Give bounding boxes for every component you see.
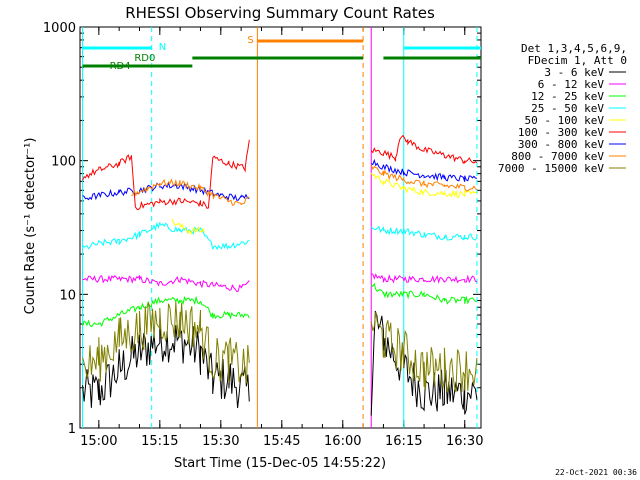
series-line bbox=[82, 318, 250, 409]
x-tick-label: 16:00 bbox=[324, 434, 361, 449]
x-tick-label: 15:45 bbox=[263, 434, 300, 449]
series-line bbox=[370, 172, 477, 198]
series-line bbox=[82, 295, 250, 328]
legend-label: 25 - 50 keV bbox=[531, 102, 604, 115]
timestamp: 22-Oct-2021 00:36 bbox=[555, 468, 637, 477]
series-line bbox=[370, 164, 478, 192]
series-line bbox=[371, 273, 478, 284]
series-6-12-kev bbox=[82, 273, 478, 293]
series-line bbox=[370, 310, 478, 416]
series-line bbox=[82, 139, 250, 211]
x-axis-label: Start Time (15-Dec-05 14:55:22) bbox=[174, 456, 386, 471]
legend-label: 50 - 100 keV bbox=[525, 114, 605, 127]
plot-frame bbox=[79, 26, 482, 429]
legend-label: 300 - 800 keV bbox=[518, 138, 604, 151]
legend-label: 7000 - 15000 keV bbox=[498, 162, 604, 175]
series-line bbox=[370, 311, 478, 393]
legend-label: 3 - 6 keV bbox=[544, 66, 604, 79]
series-line bbox=[171, 218, 205, 235]
series-12-25-kev bbox=[82, 282, 478, 328]
series-25-50-kev bbox=[82, 221, 478, 251]
series-7000-15000-kev bbox=[82, 301, 478, 393]
x-tick-label: 16:15 bbox=[385, 434, 422, 449]
y-tick-label: 100 bbox=[51, 155, 76, 170]
legend-label: 100 - 300 keV bbox=[518, 126, 604, 139]
legend-label: 6 - 12 keV bbox=[538, 78, 605, 91]
x-tick-label: 15:15 bbox=[141, 434, 178, 449]
x-tick-label: 16:30 bbox=[446, 434, 483, 449]
y-tick-label: 1 bbox=[68, 422, 76, 437]
annotation-label: S bbox=[247, 35, 253, 46]
series-line bbox=[370, 282, 478, 305]
x-tick-label: 15:00 bbox=[80, 434, 117, 449]
legend-label: 800 - 7000 keV bbox=[511, 150, 604, 163]
annotation-label: RD4 bbox=[110, 61, 131, 72]
series-100-300-kev bbox=[82, 134, 478, 211]
annotation-label: RD0 bbox=[134, 53, 155, 64]
chart-title: RHESSI Observing Summary Count Rates bbox=[125, 4, 435, 22]
series-line bbox=[82, 274, 250, 293]
y-axis-label: Count Rate (s⁻¹ detector⁻¹) bbox=[23, 138, 38, 315]
legend-header-1: Det 1,3,4,5,6,9, bbox=[521, 42, 627, 55]
series-line bbox=[131, 178, 250, 206]
series-line bbox=[82, 301, 250, 384]
legend-header-2: FDecim 1, Att 0 bbox=[528, 54, 627, 67]
series-line bbox=[82, 221, 250, 251]
x-tick-label: 15:30 bbox=[202, 434, 239, 449]
series-line bbox=[370, 158, 478, 182]
series-50-100-kev bbox=[171, 172, 477, 235]
y-tick-label: 10 bbox=[59, 288, 76, 303]
plot-area: 1 10 100 1000 15:00 15:15 15:30 15:45 16:00 16:15… bbox=[43, 21, 484, 449]
series-line bbox=[370, 225, 478, 241]
series-3-6-kev bbox=[82, 310, 478, 416]
series-line bbox=[370, 134, 478, 164]
annotation-label: N bbox=[159, 42, 166, 53]
series-800-7000-kev bbox=[131, 164, 478, 206]
y-tick-label: 1000 bbox=[43, 21, 76, 36]
legend-label: 12 - 25 keV bbox=[531, 90, 604, 103]
